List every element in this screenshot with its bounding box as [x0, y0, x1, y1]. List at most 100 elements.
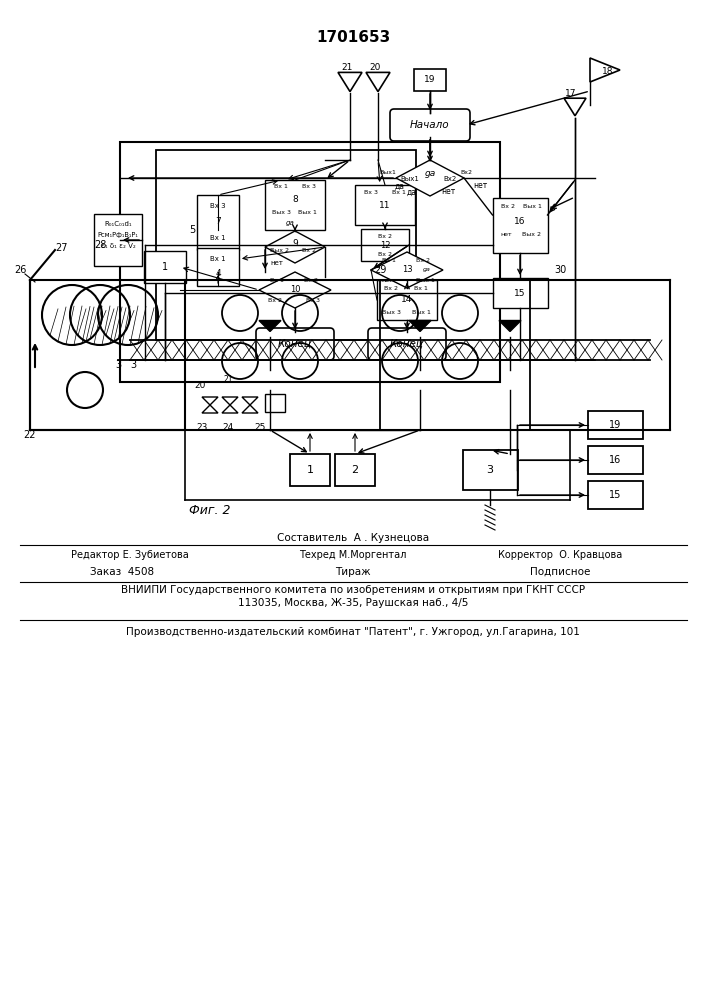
- Bar: [94, 214, 142, 266]
- Text: ga: ga: [424, 169, 436, 178]
- Bar: [414, 69, 446, 91]
- FancyBboxPatch shape: [390, 109, 470, 141]
- Text: Вх 1: Вх 1: [210, 235, 226, 241]
- Text: Вых 1: Вых 1: [298, 211, 317, 216]
- Text: 19: 19: [424, 76, 436, 85]
- Bar: [462, 450, 518, 490]
- Text: нет: нет: [500, 232, 512, 237]
- Text: Вых 1: Вых 1: [522, 205, 542, 210]
- Text: Конец: Конец: [390, 339, 424, 349]
- Text: Вых 3: Вых 3: [382, 310, 400, 314]
- Text: Вых1: Вых1: [401, 176, 419, 182]
- Text: 7: 7: [215, 218, 221, 227]
- Text: Подписное: Подписное: [530, 567, 590, 577]
- Text: Вх 2: Вх 2: [378, 234, 392, 239]
- Text: Вх 1: Вх 1: [210, 256, 226, 262]
- Text: ВНИИПИ Государственного комитета по изобретениям и открытиям при ГКНТ СССР: ВНИИПИ Государственного комитета по изоб…: [121, 585, 585, 595]
- Polygon shape: [499, 320, 521, 332]
- Polygon shape: [222, 397, 238, 405]
- Text: 25: 25: [255, 424, 266, 432]
- Polygon shape: [242, 405, 258, 413]
- Text: Вых 2: Вых 2: [269, 248, 288, 253]
- Text: Заказ  4508: Заказ 4508: [90, 567, 154, 577]
- Text: 16: 16: [514, 217, 526, 226]
- Bar: [361, 229, 409, 261]
- Text: 21: 21: [341, 64, 353, 73]
- Text: 28: 28: [94, 240, 106, 250]
- Bar: [588, 411, 643, 439]
- Polygon shape: [202, 405, 218, 413]
- Polygon shape: [259, 320, 281, 332]
- Text: Вых1: Вых1: [380, 170, 397, 176]
- Text: нет: нет: [473, 182, 487, 190]
- Bar: [197, 248, 239, 286]
- Polygon shape: [265, 231, 325, 263]
- Text: Вых 1: Вых 1: [416, 277, 434, 282]
- Text: 10: 10: [290, 286, 300, 294]
- Text: Вх 3: Вх 3: [302, 184, 316, 190]
- Text: Вх 1: Вх 1: [392, 190, 406, 196]
- Text: Фиг. 2: Фиг. 2: [189, 504, 230, 516]
- Bar: [290, 454, 330, 486]
- Text: 13: 13: [402, 265, 412, 274]
- Text: Вх 1: Вх 1: [274, 184, 288, 190]
- Text: Вх2: Вх2: [460, 170, 472, 176]
- Polygon shape: [371, 252, 443, 288]
- Text: Тираж: Тираж: [335, 567, 370, 577]
- Text: Вх 2: Вх 2: [501, 205, 515, 210]
- Bar: [588, 446, 643, 474]
- Bar: [493, 278, 547, 308]
- Text: 8: 8: [292, 194, 298, 204]
- Bar: [335, 454, 375, 486]
- Text: 15: 15: [609, 490, 621, 500]
- Text: Техред М.Моргентал: Техред М.Моргентал: [299, 550, 407, 560]
- Bar: [355, 185, 415, 225]
- Text: 12: 12: [380, 240, 390, 249]
- Text: 30: 30: [554, 265, 566, 275]
- Text: Начало: Начало: [410, 120, 450, 130]
- Text: Рсм₁Рф₁В₁Р₁: Рсм₁Рф₁В₁Р₁: [98, 232, 139, 238]
- Text: 14: 14: [402, 296, 413, 304]
- Polygon shape: [564, 98, 586, 116]
- Bar: [265, 394, 285, 412]
- Text: нет: нет: [441, 188, 455, 196]
- Polygon shape: [366, 72, 390, 92]
- Bar: [197, 194, 239, 249]
- Bar: [120, 142, 500, 382]
- Bar: [265, 180, 325, 230]
- Text: Вх 2: Вх 2: [304, 277, 318, 282]
- Text: 11: 11: [379, 200, 391, 210]
- Text: 2: 2: [351, 465, 358, 475]
- Text: ga: ga: [286, 220, 294, 226]
- Text: Вх 2: Вх 2: [268, 298, 282, 302]
- Bar: [493, 198, 547, 252]
- Text: Вх2: Вх2: [443, 176, 457, 182]
- Bar: [156, 150, 416, 340]
- Text: Вых 3: Вых 3: [271, 211, 291, 216]
- Text: 19: 19: [609, 420, 621, 430]
- Text: 23: 23: [197, 424, 208, 432]
- Polygon shape: [202, 397, 218, 405]
- Text: Вх 3: Вх 3: [364, 190, 378, 196]
- Text: 20: 20: [194, 380, 206, 389]
- Text: 1: 1: [162, 262, 168, 272]
- Text: Составитель  А . Кузнецова: Составитель А . Кузнецова: [277, 533, 429, 543]
- Text: 1701653: 1701653: [316, 29, 390, 44]
- Polygon shape: [338, 72, 362, 92]
- Text: R₀₁C₀₁d₁: R₀₁C₀₁d₁: [104, 221, 132, 227]
- Text: 22: 22: [24, 430, 36, 440]
- Text: Вх 1: Вх 1: [414, 286, 428, 290]
- Polygon shape: [590, 58, 620, 82]
- Bar: [144, 251, 186, 283]
- Polygon shape: [409, 320, 431, 332]
- Text: Вх 2: Вх 2: [378, 252, 392, 257]
- Text: Вх 3: Вх 3: [210, 203, 226, 209]
- Text: да: да: [395, 182, 405, 190]
- Text: да: да: [407, 188, 417, 196]
- Polygon shape: [242, 397, 258, 405]
- Text: Вх 2: Вх 2: [302, 248, 316, 253]
- Text: 5: 5: [189, 225, 195, 235]
- Text: 15: 15: [514, 288, 526, 298]
- Text: нет: нет: [271, 260, 284, 266]
- Text: 29: 29: [374, 265, 386, 275]
